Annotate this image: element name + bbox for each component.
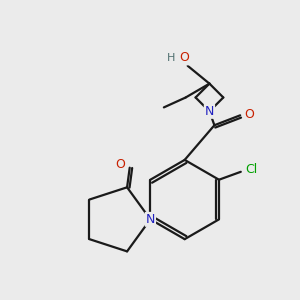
Text: O: O [115,158,125,171]
Text: N: N [205,105,214,118]
Text: O: O [180,51,190,64]
Text: H: H [167,53,175,63]
Text: N: N [146,213,155,226]
Text: Cl: Cl [246,163,258,176]
Text: O: O [244,108,254,121]
